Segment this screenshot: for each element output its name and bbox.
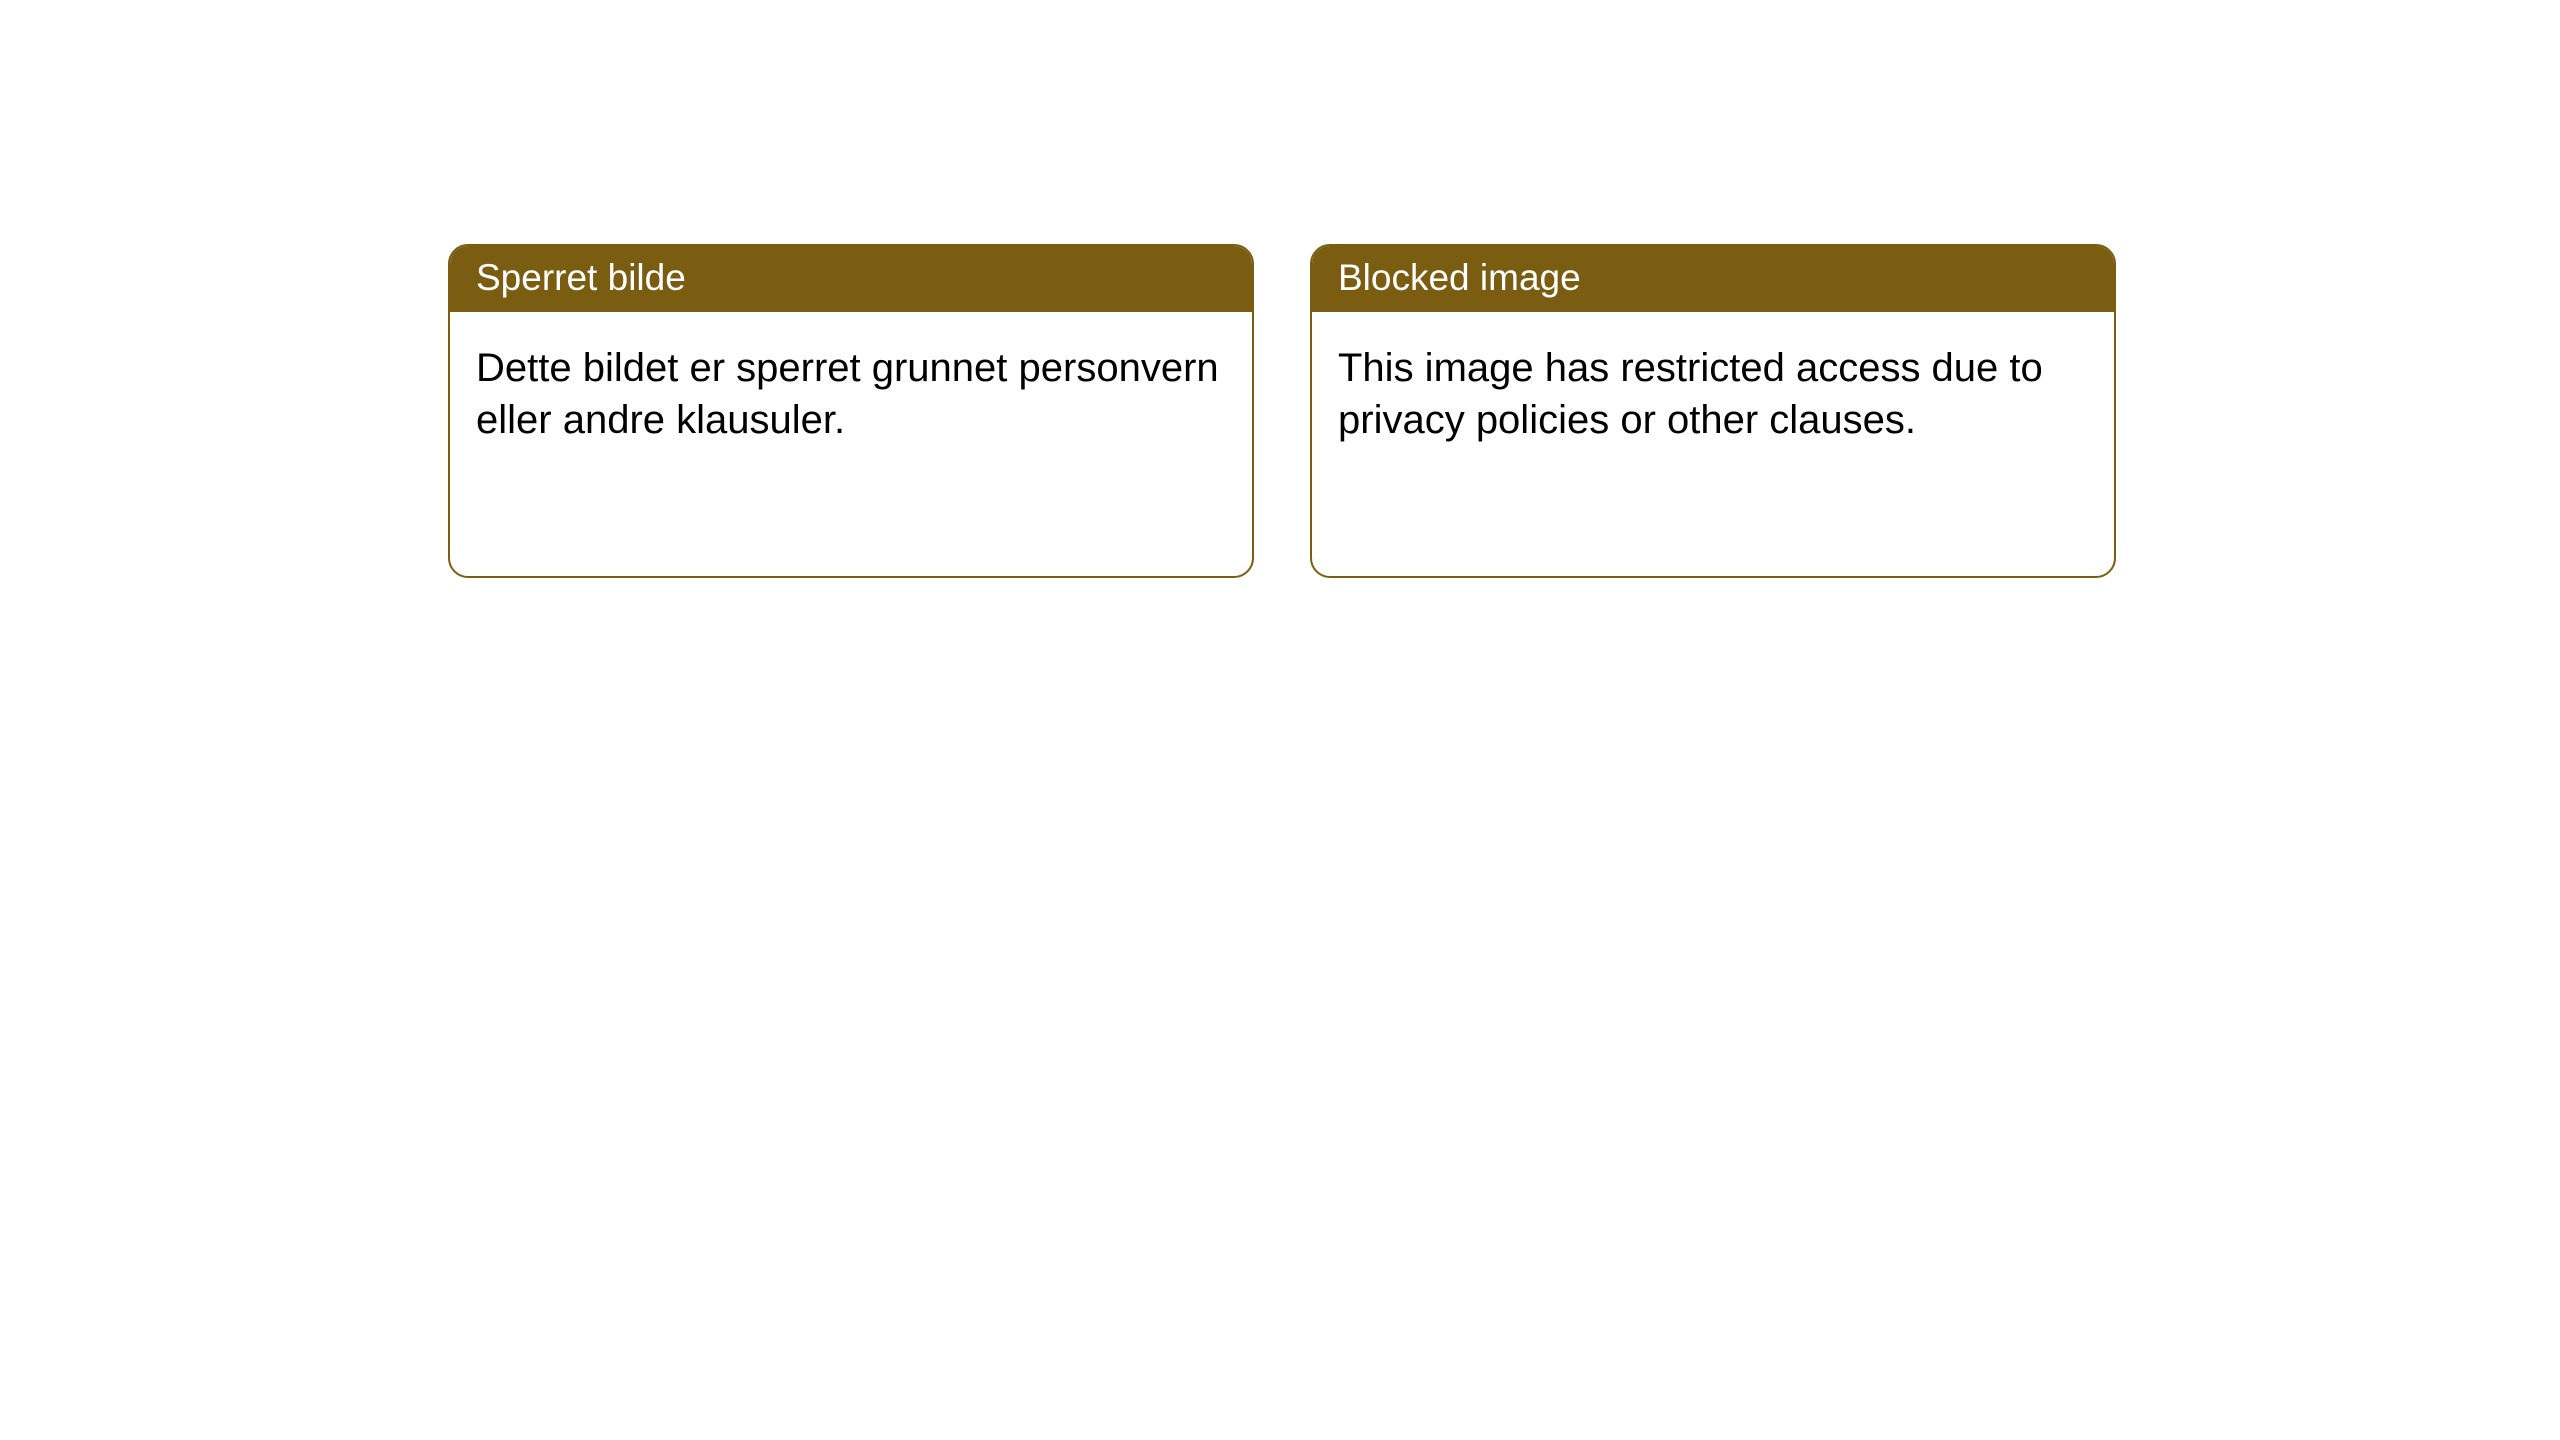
card-body-text: Dette bildet er sperret grunnet personve… (476, 346, 1219, 442)
notice-cards-container: Sperret bilde Dette bildet er sperret gr… (0, 0, 2560, 578)
card-body: Dette bildet er sperret grunnet personve… (450, 312, 1252, 476)
card-header: Sperret bilde (450, 246, 1252, 312)
card-body-text: This image has restricted access due to … (1338, 346, 2043, 442)
card-body: This image has restricted access due to … (1312, 312, 2114, 476)
card-header: Blocked image (1312, 246, 2114, 312)
notice-card-english: Blocked image This image has restricted … (1310, 244, 2116, 578)
notice-card-norwegian: Sperret bilde Dette bildet er sperret gr… (448, 244, 1254, 578)
card-title: Sperret bilde (476, 257, 686, 298)
card-title: Blocked image (1338, 257, 1581, 298)
